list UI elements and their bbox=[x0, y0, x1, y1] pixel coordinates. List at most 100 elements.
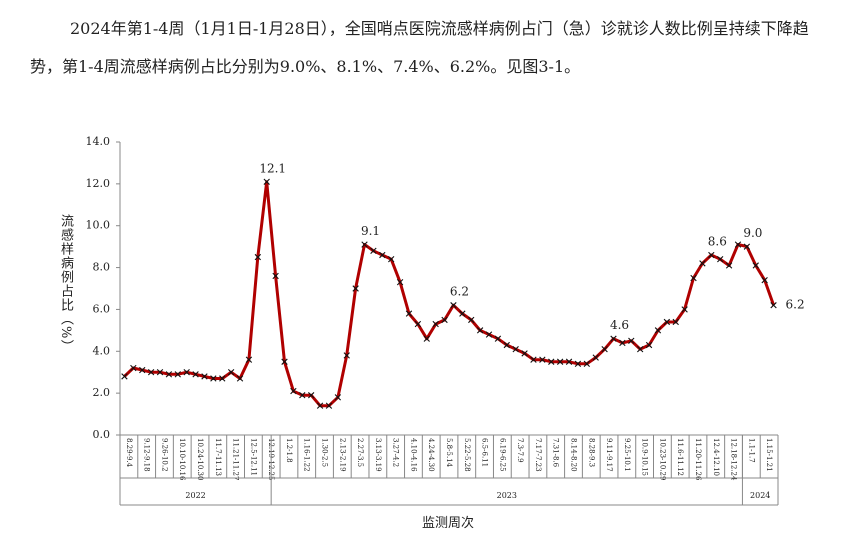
x-tick-label: 12.18-12.24 bbox=[730, 438, 738, 481]
y-tick-label: 12.0 bbox=[86, 177, 111, 190]
point-marker bbox=[414, 320, 422, 328]
x-tick-label: 12.5-12.11 bbox=[249, 438, 257, 476]
point-marker bbox=[219, 375, 226, 382]
point-marker bbox=[210, 375, 217, 382]
x-tick-label: 7.3-7.9 bbox=[516, 438, 524, 463]
data-label: 9.1 bbox=[361, 224, 380, 238]
point-marker bbox=[699, 260, 706, 267]
x-tick-label: 3.27-4.2 bbox=[392, 438, 400, 467]
paragraph: 2024年第1-4周（1月1日-1月28日），全国哨点医院流感样病例占门（急）诊… bbox=[30, 19, 809, 76]
point-marker bbox=[743, 243, 751, 250]
x-tick-label: 11.7-11.13 bbox=[214, 438, 222, 476]
x-axis-label: 监测周次 bbox=[422, 515, 474, 531]
x-tick-label: 9.11-9.17 bbox=[605, 438, 613, 472]
point-marker bbox=[263, 178, 270, 185]
point-marker bbox=[227, 369, 235, 376]
data-label: 4.6 bbox=[610, 318, 629, 332]
data-label: 12.1 bbox=[259, 161, 286, 175]
x-tick-label: 2.13-2.19 bbox=[338, 438, 346, 472]
x-tick-label: 10.10-10.16 bbox=[178, 438, 186, 481]
x-tick-label: 9.25-10.1 bbox=[623, 438, 631, 472]
point-marker bbox=[770, 302, 777, 309]
point-marker bbox=[147, 369, 155, 376]
point-marker bbox=[539, 356, 546, 363]
x-tick-label: 1.15-1.21 bbox=[765, 438, 773, 472]
point-marker bbox=[405, 310, 413, 317]
point-marker bbox=[476, 327, 484, 334]
data-label: 9.0 bbox=[743, 226, 762, 240]
point-marker bbox=[334, 394, 342, 401]
point-marker bbox=[734, 241, 742, 248]
x-tick-label: 8.28-9.3 bbox=[587, 438, 595, 467]
point-marker bbox=[717, 256, 724, 263]
x-tick-label: 1.2-1.8 bbox=[285, 438, 293, 463]
point-marker bbox=[201, 373, 208, 380]
point-marker bbox=[352, 285, 359, 292]
point-marker bbox=[459, 310, 466, 317]
x-tick-label: 12.4-12.10 bbox=[712, 438, 720, 476]
point-marker bbox=[654, 327, 662, 334]
point-marker bbox=[610, 335, 617, 342]
year-label: 2023 bbox=[497, 491, 517, 500]
point-marker bbox=[708, 251, 715, 259]
x-tick-label: 4.10-4.16 bbox=[409, 438, 417, 472]
point-marker bbox=[725, 262, 733, 269]
point-marker bbox=[548, 358, 555, 365]
point-marker bbox=[690, 274, 697, 282]
point-marker bbox=[325, 402, 333, 409]
point-marker bbox=[432, 320, 439, 328]
x-tick-label: 11.6-11.12 bbox=[676, 438, 684, 476]
data-label: 6.2 bbox=[786, 298, 805, 312]
y-tick-label: 6.0 bbox=[93, 302, 111, 315]
point-marker bbox=[290, 387, 297, 395]
x-tick-label: 8.29-9.4 bbox=[125, 438, 133, 468]
x-tick-label: 6.5-6.11 bbox=[481, 438, 489, 467]
point-marker bbox=[130, 364, 137, 372]
y-axis-label: 流感样病例占比（%） bbox=[58, 214, 73, 354]
point-marker bbox=[450, 302, 457, 309]
year-label: 2024 bbox=[750, 491, 770, 500]
point-marker bbox=[121, 373, 128, 380]
data-label: 8.6 bbox=[708, 235, 727, 249]
x-tick-label: 7.17-7.23 bbox=[534, 438, 542, 472]
point-marker bbox=[485, 331, 493, 338]
point-marker bbox=[388, 256, 395, 263]
x-tick-label: 3.13-3.19 bbox=[374, 438, 382, 472]
point-marker bbox=[583, 360, 591, 368]
y-tick-label: 0.0 bbox=[93, 428, 111, 441]
point-marker bbox=[254, 253, 262, 261]
point-marker bbox=[272, 272, 279, 280]
point-marker bbox=[628, 337, 635, 345]
point-marker bbox=[192, 371, 199, 378]
x-tick-label: 11.20-11.26 bbox=[694, 438, 702, 481]
x-tick-label: 1.1-1.7 bbox=[747, 438, 755, 463]
point-marker bbox=[174, 371, 181, 378]
point-marker bbox=[645, 341, 653, 349]
point-marker bbox=[503, 341, 510, 349]
x-tick-label: 7.31-8.6 bbox=[552, 438, 560, 468]
point-marker bbox=[530, 356, 537, 363]
x-tick-label: 9.26-10.2 bbox=[160, 438, 168, 472]
x-tick-label: 9.12-9.18 bbox=[143, 438, 151, 472]
point-marker bbox=[183, 369, 190, 376]
x-tick-label: 2.27-3.5 bbox=[356, 438, 364, 467]
year-label: 2022 bbox=[185, 491, 205, 500]
y-tick-label: 8.0 bbox=[93, 261, 111, 274]
point-marker bbox=[236, 375, 244, 382]
x-tick-label: 10.9-10.15 bbox=[641, 438, 649, 476]
point-marker bbox=[601, 346, 608, 353]
point-marker bbox=[636, 346, 644, 353]
x-tick-label: 4.24-4.30 bbox=[427, 438, 435, 472]
y-tick-label: 10.0 bbox=[86, 219, 111, 232]
point-marker bbox=[165, 371, 173, 378]
x-tick-label: 8.14-8.20 bbox=[569, 438, 577, 472]
x-tick-label: 5.8-5.14 bbox=[445, 438, 453, 468]
y-tick-label: 14.0 bbox=[86, 135, 111, 148]
point-marker bbox=[281, 358, 288, 365]
x-tick-label: 6.19-6.25 bbox=[498, 438, 506, 472]
point-marker bbox=[468, 316, 475, 324]
point-marker bbox=[521, 350, 528, 357]
point-marker bbox=[512, 346, 519, 353]
